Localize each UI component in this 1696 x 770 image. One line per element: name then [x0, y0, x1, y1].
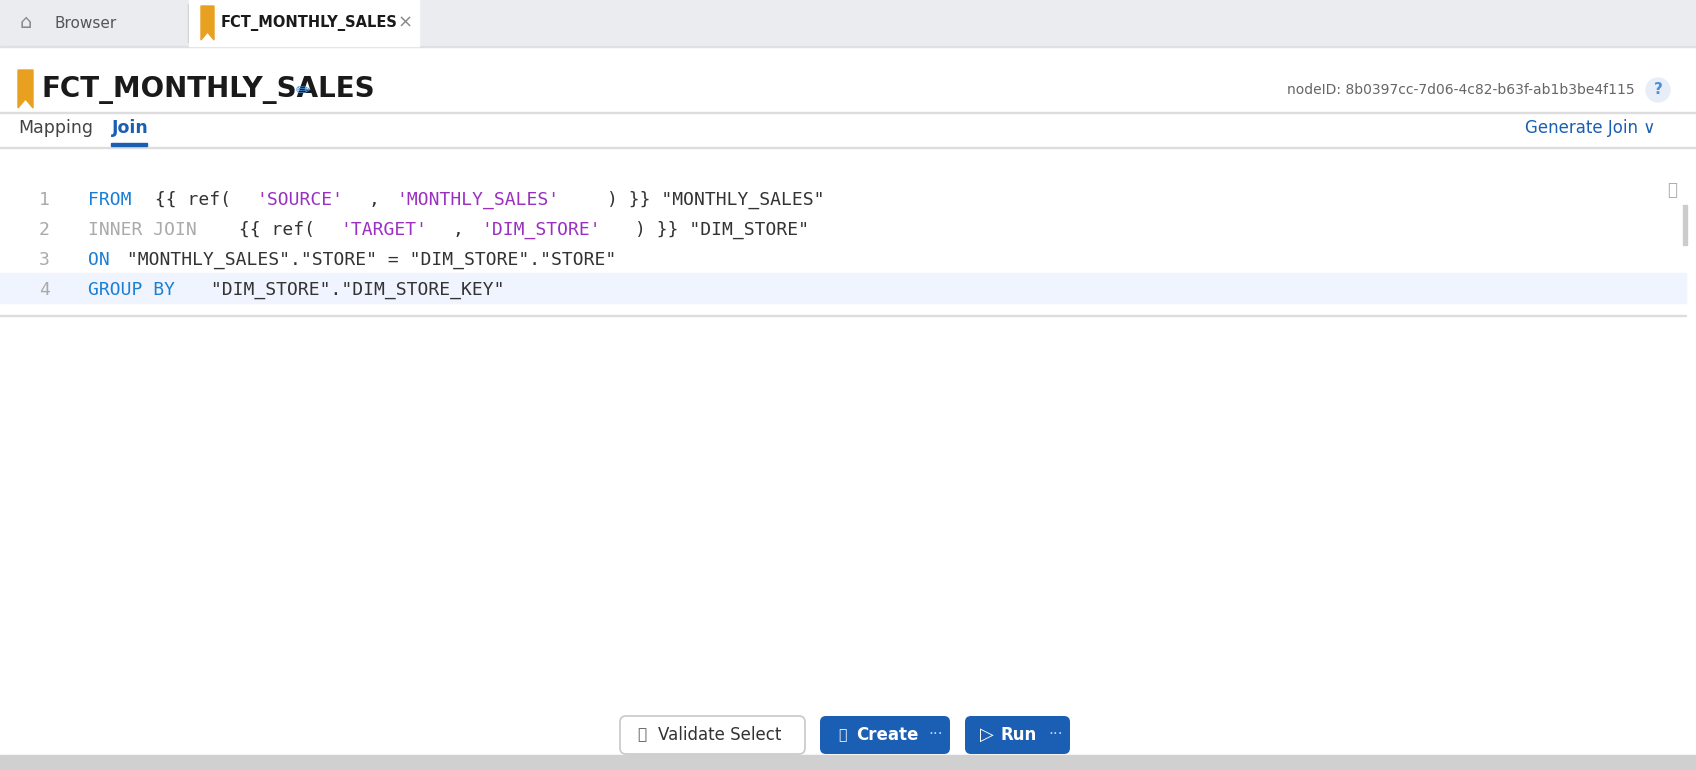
Text: Validate Select: Validate Select [658, 726, 782, 744]
Text: ⓘ: ⓘ [1667, 181, 1677, 199]
Text: FCT_MONTHLY_SALES: FCT_MONTHLY_SALES [42, 76, 375, 104]
Text: 3: 3 [39, 251, 49, 269]
Text: 'TARGET': 'TARGET' [341, 221, 427, 239]
Text: ,: , [368, 191, 390, 209]
Bar [0, 755, 1696, 770]
Text: 2: 2 [39, 221, 49, 239]
Bar [0, 0, 190, 46]
Text: ···: ··· [929, 728, 943, 742]
Bar [0, 112, 1696, 113]
Text: 4: 4 [39, 281, 49, 299]
Bar [0, 315, 1686, 316]
Bar [0, 46, 1696, 47]
Text: ON: ON [88, 251, 110, 269]
Bar [0, 175, 1686, 315]
Bar [110, 143, 148, 146]
Text: 🔑: 🔑 [838, 728, 846, 742]
Text: ···: ··· [1048, 728, 1063, 742]
Bar [1682, 205, 1688, 245]
Text: 'SOURCE': 'SOURCE' [256, 191, 343, 209]
Text: FROM: FROM [88, 191, 132, 209]
Circle shape [1647, 78, 1671, 102]
Text: Join: Join [112, 119, 149, 137]
Text: ,: , [453, 221, 475, 239]
Bar [188, 0, 419, 46]
Text: ▷: ▷ [980, 726, 994, 744]
Text: GROUP BY: GROUP BY [88, 281, 175, 299]
Text: "DIM_STORE"."DIM_STORE_KEY": "DIM_STORE"."DIM_STORE_KEY" [200, 281, 505, 299]
Bar [0, 147, 1696, 148]
Polygon shape [19, 70, 32, 108]
Text: ) }} "DIM_STORE": ) }} "DIM_STORE" [636, 221, 809, 239]
Text: Run: Run [1001, 726, 1038, 744]
Text: Browser: Browser [54, 15, 117, 31]
Text: nodeID: 8b0397cc-7d06-4c82-b63f-ab1b3be4f115: nodeID: 8b0397cc-7d06-4c82-b63f-ab1b3be4… [1287, 83, 1635, 97]
Bar [188, 45, 419, 46]
Text: 🔍: 🔍 [638, 728, 646, 742]
Text: ⌂: ⌂ [20, 14, 32, 32]
FancyBboxPatch shape [819, 716, 950, 754]
Text: {{ ref(: {{ ref( [229, 221, 315, 239]
Text: ?: ? [1654, 82, 1662, 98]
Text: 'DIM_STORE': 'DIM_STORE' [482, 221, 600, 239]
Text: INNER JOIN: INNER JOIN [88, 221, 197, 239]
Text: Mapping: Mapping [19, 119, 93, 137]
Bar [0, 273, 1686, 303]
Text: ×: × [397, 14, 412, 32]
Text: Generate Join ∨: Generate Join ∨ [1525, 119, 1655, 137]
Text: {{ ref(: {{ ref( [144, 191, 231, 209]
Text: FCT_MONTHLY_SALES: FCT_MONTHLY_SALES [220, 15, 399, 31]
FancyBboxPatch shape [621, 716, 806, 754]
Text: "MONTHLY_SALES"."STORE" = "DIM_STORE"."STORE": "MONTHLY_SALES"."STORE" = "DIM_STORE"."S… [115, 251, 616, 269]
FancyBboxPatch shape [965, 716, 1070, 754]
Bar [0, 0, 1696, 46]
Text: 1: 1 [39, 191, 49, 209]
Text: Create: Create [856, 726, 918, 744]
Text: ) }} "MONTHLY_SALES": ) }} "MONTHLY_SALES" [607, 191, 824, 209]
Text: ✏: ✏ [295, 82, 310, 100]
Text: 'MONTHLY_SALES': 'MONTHLY_SALES' [397, 191, 560, 209]
Polygon shape [202, 6, 214, 40]
